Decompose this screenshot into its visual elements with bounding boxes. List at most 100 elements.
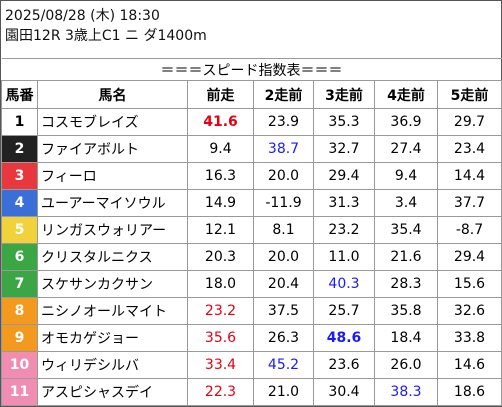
table-title: ＝＝＝スピード指数表＝＝＝ xyxy=(1,58,502,81)
speed-index: 38.7 xyxy=(253,135,314,163)
horse-number: 3 xyxy=(1,162,38,190)
horse-number: 6 xyxy=(1,243,38,271)
horse-name: オモカゲジョー xyxy=(37,324,188,352)
speed-index: 36.9 xyxy=(374,108,438,136)
speed-index: 27.4 xyxy=(374,135,438,163)
horse-name: スケサンカクサン xyxy=(37,270,188,298)
horse-name: リンガスウォリアー xyxy=(37,216,188,244)
horse-row: 2 ファイアボルト 9.4 38.7 32.7 27.4 23.4 xyxy=(1,135,502,163)
speed-index: 26.3 xyxy=(253,324,314,352)
column-header: 馬番 xyxy=(1,80,38,109)
speed-index: 29.4 xyxy=(313,162,375,190)
horse-number: 7 xyxy=(1,270,38,298)
speed-index: 23.2 xyxy=(313,216,375,244)
speed-index: 33.4 xyxy=(187,351,254,379)
speed-index: 21.6 xyxy=(374,243,438,271)
speed-index: 20.0 xyxy=(253,243,314,271)
horse-number: 1 xyxy=(1,108,38,136)
speed-index: 32.7 xyxy=(313,135,375,163)
horse-row: 3 フィーロ 16.3 20.0 29.4 9.4 14.4 xyxy=(1,162,502,190)
speed-index: 41.6 xyxy=(187,108,254,136)
race-date: 2025/08/28 (木) 18:30 xyxy=(5,8,160,24)
horse-number: 10 xyxy=(1,351,38,379)
horse-number: 5 xyxy=(1,216,38,244)
speed-index: 18.6 xyxy=(437,378,502,406)
column-header: 5走前 xyxy=(437,80,502,109)
speed-index: 35.8 xyxy=(374,297,438,325)
speed-index: 35.4 xyxy=(374,216,438,244)
speed-index: 14.4 xyxy=(437,162,502,190)
column-header: 3走前 xyxy=(313,80,375,109)
horse-number: 11 xyxy=(1,378,38,406)
horse-row: 8 ニシノオールマイト 23.2 37.5 25.7 35.8 32.6 xyxy=(1,297,502,325)
speed-index: 26.0 xyxy=(374,351,438,379)
speed-index: 31.3 xyxy=(313,189,375,217)
speed-index: 28.3 xyxy=(374,270,438,298)
speed-index: 37.7 xyxy=(437,189,502,217)
speed-index: 12.1 xyxy=(187,216,254,244)
horse-name: ファイアボルト xyxy=(37,135,188,163)
horse-number: 8 xyxy=(1,297,38,325)
horse-name: ウィリデシルバ xyxy=(37,351,188,379)
speed-index: 18.4 xyxy=(374,324,438,352)
horse-name: コスモブレイズ xyxy=(37,108,188,136)
horse-number: 4 xyxy=(1,189,38,217)
speed-table: ＝＝＝スピード指数表＝＝＝ 馬番 馬名 前走 2走前 3走前 4走前 5走前 1 コスモブレイ… xyxy=(1,58,502,406)
horse-row: 5 リンガスウォリアー 12.1 8.1 23.2 35.4 -8.7 xyxy=(1,216,502,244)
speed-index: 48.6 xyxy=(313,324,375,352)
speed-index: 35.6 xyxy=(187,324,254,352)
speed-index: 40.3 xyxy=(313,270,375,298)
speed-index: 9.4 xyxy=(374,162,438,190)
speed-index: 21.0 xyxy=(253,378,314,406)
race-info: 園田12R 3歳上C1 ニ ダ1400m xyxy=(5,28,207,44)
speed-index: 16.3 xyxy=(187,162,254,190)
column-header: 前走 xyxy=(187,80,254,109)
horse-name: ニシノオールマイト xyxy=(37,297,188,325)
speed-index: 37.5 xyxy=(253,297,314,325)
speed-index: 33.8 xyxy=(437,324,502,352)
speed-index: 30.4 xyxy=(313,378,375,406)
speed-index: 9.4 xyxy=(187,135,254,163)
horse-row: 11 アスピシャスデイ 22.3 21.0 30.4 38.3 18.6 xyxy=(1,378,502,406)
horse-row: 1 コスモブレイズ 41.6 23.9 35.3 36.9 29.7 xyxy=(1,108,502,136)
speed-index: 29.7 xyxy=(437,108,502,136)
horse-row: 6 クリスタルニクス 20.3 20.0 11.0 21.6 29.4 xyxy=(1,243,502,271)
horse-name: アスピシャスデイ xyxy=(37,378,188,406)
speed-index: 35.3 xyxy=(313,108,375,136)
speed-index: 20.0 xyxy=(253,162,314,190)
speed-index: 23.6 xyxy=(313,351,375,379)
speed-index: -11.9 xyxy=(253,189,314,217)
speed-index: 23.4 xyxy=(437,135,502,163)
speed-index: 38.3 xyxy=(374,378,438,406)
horse-name: ユーアーマイソウル xyxy=(37,189,188,217)
speed-index: -8.7 xyxy=(437,216,502,244)
speed-index: 15.6 xyxy=(437,270,502,298)
speed-index: 14.9 xyxy=(187,189,254,217)
speed-index: 3.4 xyxy=(374,189,438,217)
speed-index: 11.0 xyxy=(313,243,375,271)
speed-index: 8.1 xyxy=(253,216,314,244)
speed-index: 23.2 xyxy=(187,297,254,325)
column-header: 2走前 xyxy=(253,80,314,109)
speed-index: 20.3 xyxy=(187,243,254,271)
column-header: 馬名 xyxy=(37,80,188,109)
speed-index: 23.9 xyxy=(253,108,314,136)
horse-name: クリスタルニクス xyxy=(37,243,188,271)
speed-index: 14.6 xyxy=(437,351,502,379)
horse-number: 2 xyxy=(1,135,38,163)
horse-row: 9 オモカゲジョー 35.6 26.3 48.6 18.4 33.8 xyxy=(1,324,502,352)
horse-row: 4 ユーアーマイソウル 14.9 -11.9 31.3 3.4 37.7 xyxy=(1,189,502,217)
horse-row: 10 ウィリデシルバ 33.4 45.2 23.6 26.0 14.6 xyxy=(1,351,502,379)
speed-index: 45.2 xyxy=(253,351,314,379)
speed-index: 29.4 xyxy=(437,243,502,271)
horse-number: 9 xyxy=(1,324,38,352)
speed-index: 25.7 xyxy=(313,297,375,325)
column-header: 4走前 xyxy=(374,80,438,109)
speed-index: 32.6 xyxy=(437,297,502,325)
speed-index: 20.4 xyxy=(253,270,314,298)
speed-index: 22.3 xyxy=(187,378,254,406)
speed-index: 18.0 xyxy=(187,270,254,298)
horse-row: 7 スケサンカクサン 18.0 20.4 40.3 28.3 15.6 xyxy=(1,270,502,298)
horse-name: フィーロ xyxy=(37,162,188,190)
